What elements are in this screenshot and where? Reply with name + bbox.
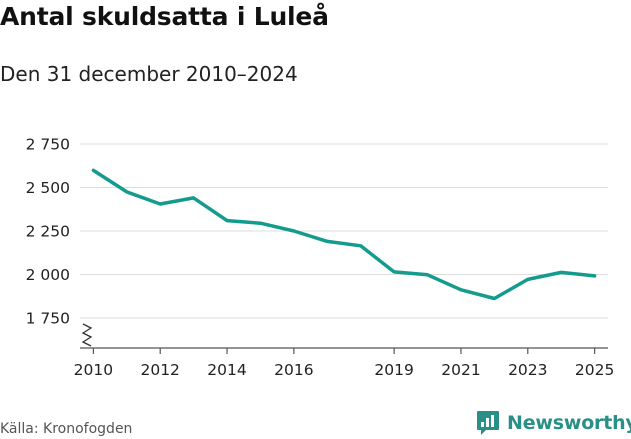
axis-break-mark <box>81 323 93 347</box>
chart-title: Antal skuldsatta i Luleå <box>0 2 329 31</box>
brand-logo: Newsworthy <box>476 408 631 438</box>
x-tick-label: 2025 <box>575 361 614 379</box>
x-tick-labels: 2010 2012 2014 2016 2019 2021 2023 2025 <box>74 361 615 379</box>
x-axis <box>80 347 608 354</box>
y-tick-label: 2 250 <box>26 223 70 241</box>
y-tick-labels: 1 750 2 000 2 250 2 500 2 750 <box>26 136 70 328</box>
axis-break-icon <box>81 323 93 347</box>
grid-lines <box>80 143 608 319</box>
x-tick-label: 2016 <box>274 361 313 379</box>
x-tick-label: 2014 <box>207 361 246 379</box>
x-tick-label: 2019 <box>374 361 413 379</box>
x-tick-label: 2023 <box>508 361 547 379</box>
chart-subtitle: Den 31 december 2010–2024 <box>0 62 298 86</box>
y-tick-label: 2 500 <box>26 179 70 197</box>
source-note: Källa: Kronofogden <box>0 421 133 437</box>
newsworthy-logo-icon <box>477 411 499 435</box>
x-tick-label: 2012 <box>140 361 179 379</box>
y-tick-label: 2 000 <box>26 266 70 284</box>
brand-name: Newsworthy <box>507 412 631 434</box>
y-tick-label: 2 750 <box>26 136 70 154</box>
x-tick-label: 2010 <box>74 361 113 379</box>
series-line <box>91 168 597 301</box>
y-tick-label: 1 750 <box>26 310 70 328</box>
data-series <box>91 168 597 301</box>
x-tick-label: 2021 <box>441 361 480 379</box>
